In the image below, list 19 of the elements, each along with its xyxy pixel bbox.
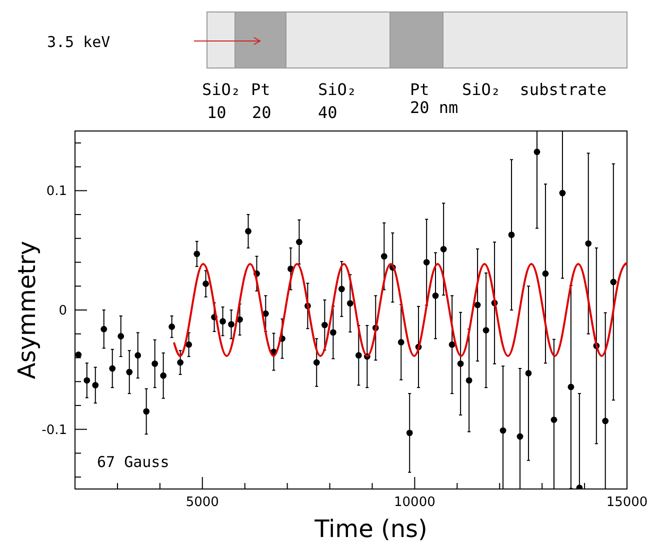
x-axis-title: Time (ns)	[314, 515, 428, 543]
y-axis-title: Asymmetry	[13, 240, 41, 380]
annotation: 67 Gauss	[97, 453, 170, 471]
text: Pt	[410, 80, 430, 99]
text: 3.5 keV	[47, 33, 110, 51]
text: 20 nm	[410, 98, 458, 117]
text: 20	[252, 103, 272, 122]
text: SiO₂	[318, 80, 357, 99]
x-tick-label: 10000	[394, 495, 436, 510]
text: SiO₂ substrate	[462, 80, 606, 99]
text: Pt	[251, 80, 270, 99]
y-tick-label: 0	[58, 304, 67, 318]
text: 10	[207, 103, 226, 122]
text: SiO₂	[202, 80, 241, 99]
x-tick-label: 15000	[606, 495, 648, 510]
y-tick-label: -0.1	[42, 422, 67, 438]
x-tick-label: 5000	[186, 495, 219, 510]
text: 40	[318, 103, 338, 122]
y-tick-label: 0.1	[46, 184, 67, 200]
